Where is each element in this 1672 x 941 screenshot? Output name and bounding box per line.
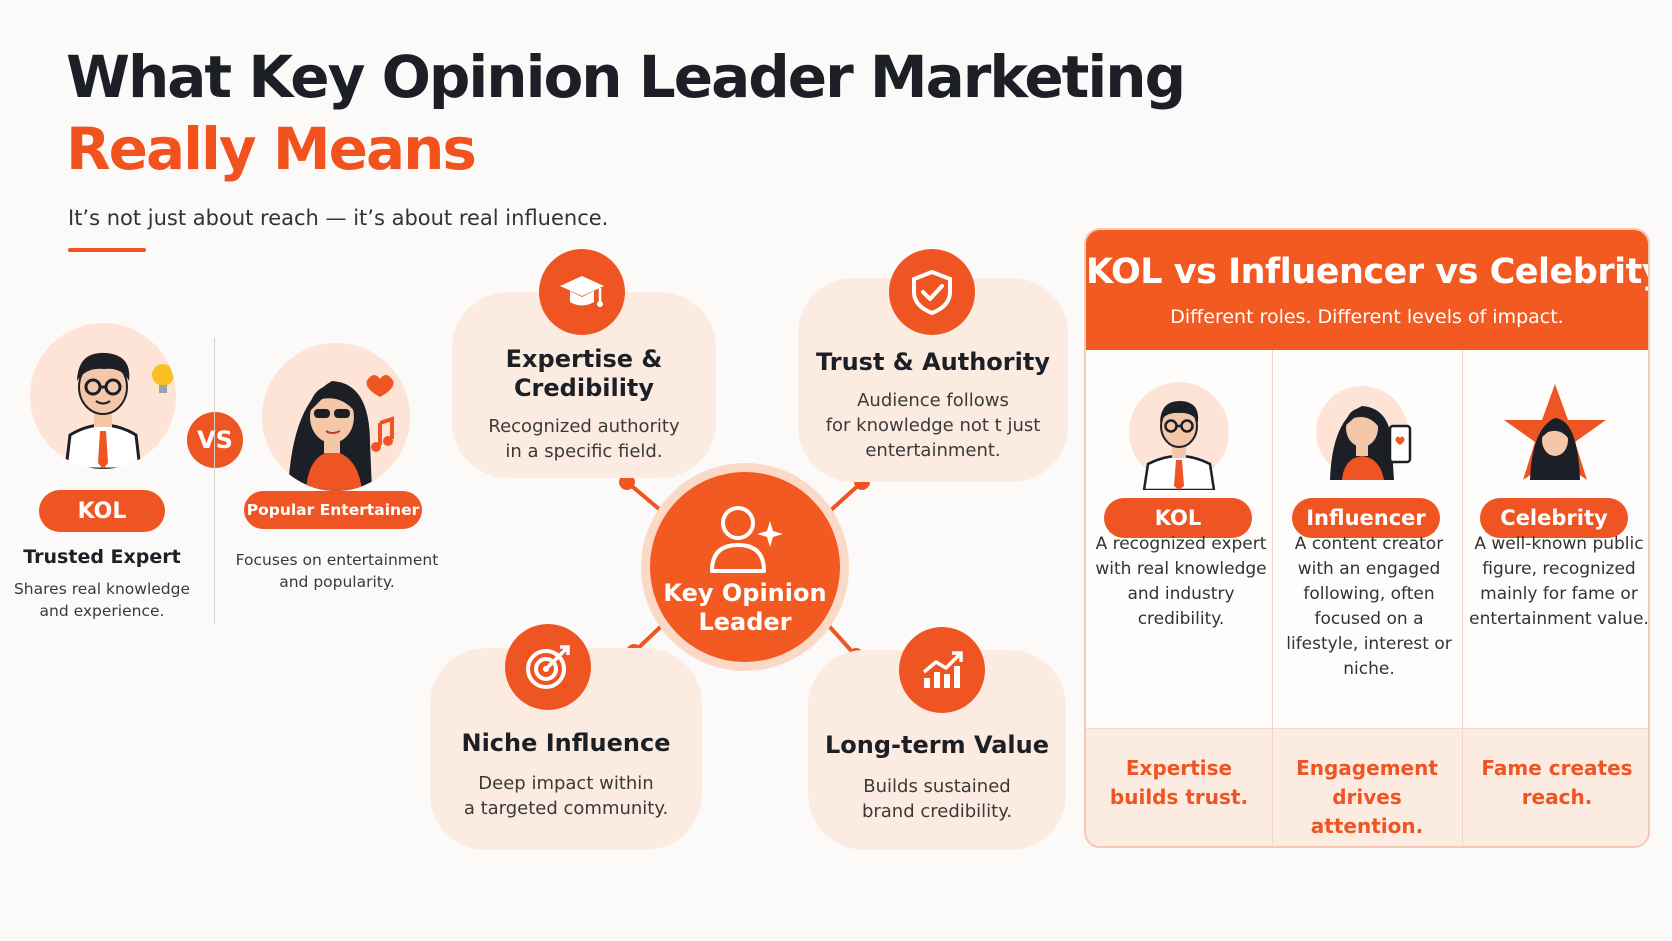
card-longterm-text: Builds sustained brand credibility. bbox=[861, 776, 1013, 822]
target-icon bbox=[526, 645, 570, 689]
celebrity-column-pill: Celebrity bbox=[1480, 498, 1628, 538]
page-title: What Key Opinion Leader Marketing bbox=[66, 43, 1186, 111]
kol-title: Trusted Expert bbox=[23, 546, 181, 568]
page-title-accent: Really Means bbox=[66, 115, 477, 183]
influencer-column-description: A content creator with an engaged follow… bbox=[1286, 534, 1452, 679]
column-divider bbox=[1272, 350, 1273, 846]
card-trust-title: Trust & Authority bbox=[816, 348, 1050, 376]
hub-label: Key Opinion Leader bbox=[663, 579, 827, 636]
kol-avatar bbox=[30, 323, 176, 469]
celebrity-column-avatar bbox=[1500, 380, 1610, 490]
celebrity-column-footer: Fame creates reach. bbox=[1481, 756, 1633, 809]
woman-avatar-icon bbox=[262, 343, 410, 491]
growth-chart-icon bbox=[922, 651, 963, 688]
compare-divider bbox=[214, 338, 215, 624]
kol-column-avatar bbox=[1124, 380, 1234, 492]
title-underline bbox=[68, 248, 146, 252]
influencer-column-footer: Engagement drives attention. bbox=[1296, 756, 1438, 838]
comparison-panel: KOL vs Influencer vs Celebrity Different… bbox=[1084, 228, 1650, 848]
page-subtitle: It’s not just about reach — it’s about r… bbox=[68, 206, 609, 230]
comparison-footer-line bbox=[1086, 728, 1648, 729]
entertainer-avatar bbox=[262, 343, 410, 491]
card-trust-icon-wrap bbox=[889, 249, 975, 335]
woman-phone-icon bbox=[1316, 386, 1412, 480]
comparison-header bbox=[1086, 230, 1648, 350]
kol-pill: KOL bbox=[39, 490, 165, 532]
card-longterm-icon-wrap bbox=[899, 627, 985, 713]
graduation-cap-icon bbox=[560, 276, 604, 307]
column-divider bbox=[1462, 350, 1463, 846]
hub-node: Key Opinion Leader bbox=[641, 463, 849, 671]
card-expertise-text: Recognized authority in a specific field… bbox=[488, 416, 680, 462]
kol-text: Shares real knowledge and experience. bbox=[13, 580, 191, 620]
influencer-column-pill: Influencer bbox=[1292, 498, 1440, 538]
comparison-title: KOL vs Influencer vs Celebrity bbox=[1086, 252, 1650, 292]
doctor-avatar-icon bbox=[1129, 382, 1229, 492]
person-sparkle-icon bbox=[710, 506, 783, 573]
influencer-column-avatar bbox=[1312, 380, 1422, 490]
comparison-subtitle: Different roles. Different levels of imp… bbox=[1170, 306, 1564, 328]
celebrity-column-description: A well-known public figure, recognized m… bbox=[1469, 534, 1649, 629]
kol-column-footer: Expertise builds trust. bbox=[1109, 756, 1249, 809]
card-expertise-title: Expertise & Credibility bbox=[505, 345, 663, 402]
doctor-avatar-icon bbox=[30, 323, 176, 469]
kol-column-description: A recognized expert with real knowledge … bbox=[1095, 534, 1267, 629]
kol-column-pill: KOL bbox=[1104, 498, 1252, 538]
comparison-footer-band bbox=[1086, 728, 1648, 846]
card-longterm-title: Long-term Value bbox=[824, 731, 1049, 759]
star-woman-icon bbox=[1504, 384, 1606, 480]
shield-check-icon bbox=[912, 269, 952, 316]
card-expertise-icon-wrap bbox=[539, 249, 625, 335]
card-trust-text: Audience follows for knowledge not t jus… bbox=[825, 390, 1041, 461]
card-niche-title: Niche Influence bbox=[461, 729, 671, 757]
card-niche-icon-wrap bbox=[505, 624, 591, 710]
entertainer-pill: Popular Entertainer bbox=[244, 491, 422, 529]
card-niche-text: Deep impact within a targeted community. bbox=[463, 773, 669, 819]
entertainer-text: Focuses on entertainment and popularity. bbox=[235, 551, 439, 591]
